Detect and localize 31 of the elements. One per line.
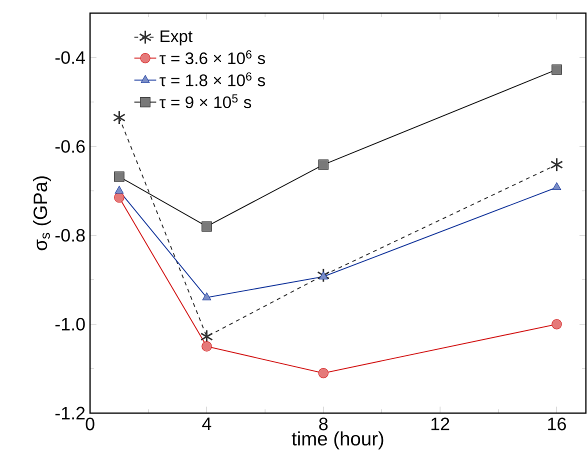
point [552,318,562,330]
point [114,192,124,203]
y-tick-label: -0.4 [55,51,85,64]
point [202,292,212,300]
point [552,64,562,75]
legend-label: τ = 1.8 × 10$^{6}$ s [160,72,266,86]
x-axis-title: time (hour) [292,431,384,450]
point [114,171,124,182]
y-tick-label: -1.2 [55,406,85,420]
legend-label: Expt [160,30,192,46]
point [318,271,328,280]
point [114,186,124,194]
legend-label: τ = 3.6 × 10$^{6}$ s [160,50,266,64]
point [202,341,212,352]
legend-label: τ = 9 × 10$^{5}$ s [160,94,252,108]
x-tick-label: 4 [202,418,212,430]
y-tick-label: -0.8 [55,228,85,242]
point [112,110,126,125]
y-tick-label: -0.6 [55,140,85,153]
x-tick-label: 8 [319,417,328,430]
point [550,157,564,172]
x-tick-label: 0 [86,417,94,430]
y-axis-title: σ$_{s}$ (GPa) [33,176,51,250]
y-tick-label: -1.0 [55,318,85,330]
point [552,182,562,190]
point [318,159,329,170]
x-tick-label: 16 [548,417,566,430]
point [318,368,329,378]
point [202,221,212,232]
point [317,268,330,282]
x-tick-label: 12 [431,417,450,430]
